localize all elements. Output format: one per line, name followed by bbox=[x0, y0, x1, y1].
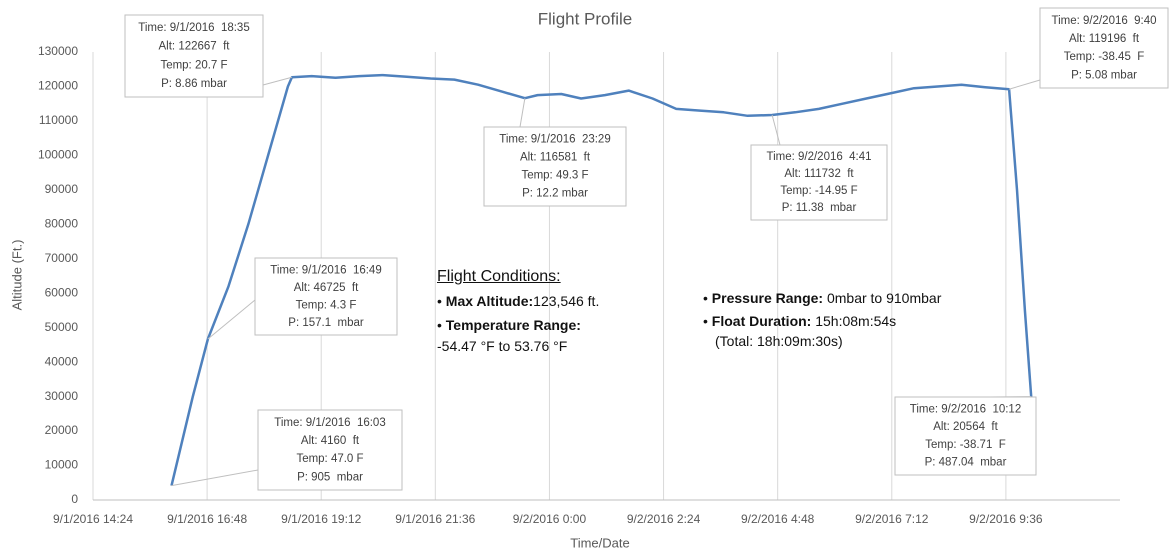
callout-pointer bbox=[171, 469, 259, 487]
callout: Time: 9/2/2016 9:40 Alt: 119196 ft Temp: -… bbox=[1008, 7, 1169, 90]
y-tick-label: 0 bbox=[71, 492, 78, 506]
callout-text: Time: 9/1/2016 18:35 bbox=[138, 22, 249, 34]
callout-pointer bbox=[262, 76, 293, 86]
y-tick-label: 70000 bbox=[45, 251, 79, 265]
y-tick-label: 100000 bbox=[38, 148, 78, 162]
callout-text: Temp: -14.95 F bbox=[780, 185, 857, 197]
y-tick-label: 20000 bbox=[45, 423, 79, 437]
callout-text: Alt: 116581 ft bbox=[520, 152, 591, 164]
x-tick-label: 9/1/2016 14:24 bbox=[53, 512, 133, 526]
callout-text: P: 12.2 mbar bbox=[522, 187, 588, 199]
callout: Time: 9/1/2016 16:49 Alt: 46725 ft Temp: 4… bbox=[207, 257, 398, 340]
callout-pointer bbox=[1008, 79, 1041, 90]
callout-text: Temp: 49.3 F bbox=[521, 170, 588, 182]
x-axis-label: Time/Date bbox=[570, 535, 629, 550]
callout: Time: 9/2/2016 10:12 Alt: 20564 ft Temp: -… bbox=[894, 396, 1037, 476]
callout-text: Time: 9/1/2016 23:29 bbox=[499, 134, 610, 146]
callout-box bbox=[124, 14, 264, 98]
y-tick-label: 80000 bbox=[45, 216, 79, 230]
callout-text: P: 11.38 mbar bbox=[782, 202, 857, 214]
callout: Time: 9/1/2016 18:35 Alt: 122667 ft Temp: … bbox=[124, 14, 293, 98]
callout-text: Alt: 111732 ft bbox=[784, 168, 854, 180]
callout-text: Time: 9/2/2016 4:41 bbox=[766, 151, 871, 163]
callout-text: Alt: 119196 ft bbox=[1069, 33, 1140, 45]
callout-box bbox=[257, 409, 403, 491]
callout-text: P: 905 mbar bbox=[297, 471, 363, 483]
y-tick-label: 10000 bbox=[45, 458, 79, 472]
callout: Time: 9/1/2016 23:29 Alt: 116581 ft Temp: … bbox=[483, 98, 627, 207]
callout-text: Alt: 46725 ft bbox=[294, 282, 359, 294]
x-tick-label: 9/2/2016 9:36 bbox=[969, 512, 1043, 526]
y-tick-label: 120000 bbox=[38, 79, 78, 93]
altitude-line bbox=[170, 73, 1033, 486]
x-tick-label: 9/1/2016 16:48 bbox=[167, 512, 247, 526]
callout-text: Temp: -38.45 F bbox=[1064, 51, 1145, 63]
callout-text: P: 5.08 mbar bbox=[1071, 69, 1137, 81]
y-tick-label: 50000 bbox=[45, 320, 79, 334]
y-tick-label: 40000 bbox=[45, 354, 79, 368]
callout-text: Temp: 20.7 F bbox=[160, 59, 227, 71]
callout-text: Temp: 4.3 F bbox=[296, 299, 357, 311]
x-tick-label: 9/2/2016 4:48 bbox=[741, 512, 815, 526]
callout-text: P: 157.1 mbar bbox=[288, 317, 364, 329]
callout-box bbox=[894, 396, 1037, 476]
callout-text: Temp: -38.71 F bbox=[925, 439, 1006, 451]
callout-text: Alt: 4160 ft bbox=[301, 435, 360, 447]
callout-text: Alt: 122667 ft bbox=[159, 41, 231, 53]
x-tick-label: 9/2/2016 7:12 bbox=[855, 512, 929, 526]
callout: Time: 9/1/2016 16:03 Alt: 4160 ft Temp: 47… bbox=[171, 409, 403, 491]
y-axis-label: Altitude (Ft.) bbox=[9, 240, 24, 311]
callout-text: Time: 9/1/2016 16:49 bbox=[270, 264, 381, 276]
callout-pointer bbox=[771, 114, 781, 146]
callout-text: P: 487.04 mbar bbox=[925, 457, 1007, 469]
x-tick-label: 9/1/2016 21:36 bbox=[395, 512, 475, 526]
callout-box bbox=[483, 126, 627, 207]
x-tick-label: 9/2/2016 0:00 bbox=[513, 512, 587, 526]
callout-box bbox=[1039, 7, 1169, 89]
y-tick-label: 60000 bbox=[45, 285, 79, 299]
callout-text: Time: 9/2/2016 9:40 bbox=[1051, 15, 1156, 27]
callout-text: Time: 9/2/2016 10:12 bbox=[910, 403, 1021, 415]
callout-pointer bbox=[207, 299, 256, 340]
chart-title: Flight Profile bbox=[538, 9, 632, 28]
callout-box bbox=[750, 144, 888, 221]
callout-text: Time: 9/1/2016 16:03 bbox=[274, 417, 385, 429]
callout-text: Alt: 20564 ft bbox=[933, 421, 998, 433]
y-tick-label: 130000 bbox=[38, 44, 78, 58]
x-tick-label: 9/2/2016 2:24 bbox=[627, 512, 701, 526]
callout: Time: 9/2/2016 4:41 Alt: 111732 ft Temp: -… bbox=[750, 114, 888, 221]
y-tick-label: 30000 bbox=[45, 389, 79, 403]
x-tick-label: 9/1/2016 19:12 bbox=[281, 512, 361, 526]
callout-text: Temp: 47.0 F bbox=[296, 453, 363, 465]
callout-box bbox=[254, 257, 398, 336]
callout-text: P: 8.86 mbar bbox=[161, 78, 227, 90]
callout-pointer bbox=[519, 98, 526, 128]
y-tick-label: 90000 bbox=[45, 182, 79, 196]
y-tick-label: 110000 bbox=[39, 113, 78, 127]
